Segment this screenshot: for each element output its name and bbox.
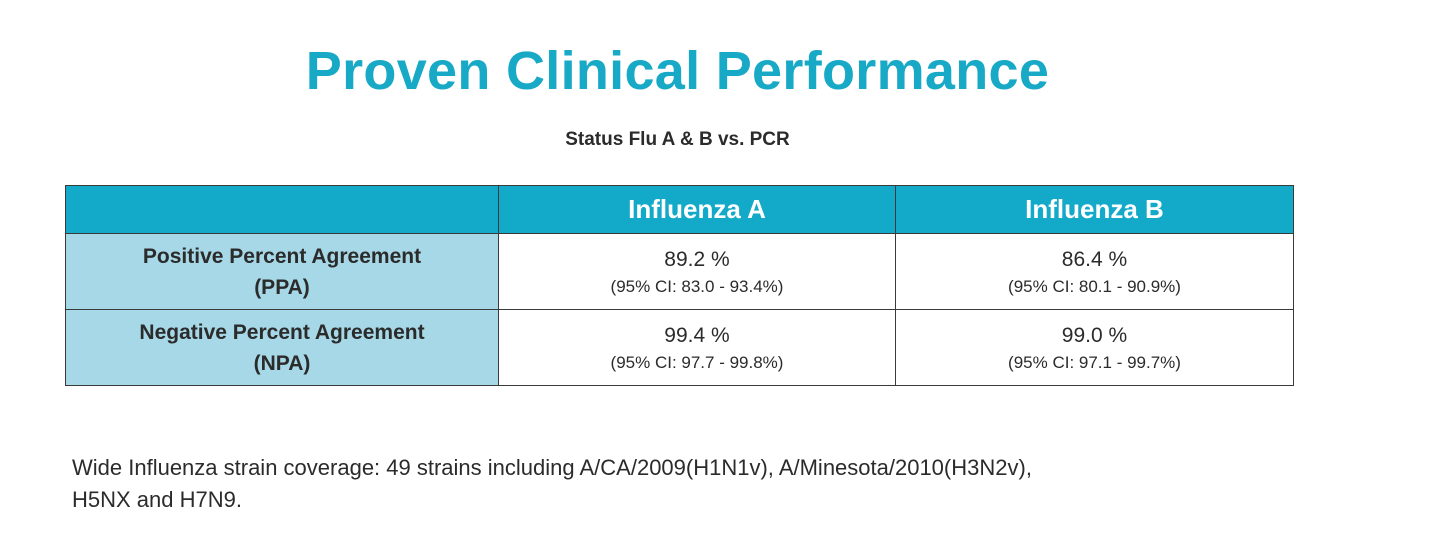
row-label-npa-line1: Negative Percent Agreement <box>139 320 425 344</box>
column-header-influenza-b: Influenza B <box>895 185 1294 234</box>
strain-coverage-line1: Wide Influenza strain coverage: 49 strai… <box>72 455 1032 480</box>
npa-influenza-b-ci: (95% CI: 97.1 - 99.7%) <box>1008 352 1181 372</box>
row-label-npa: Negative Percent Agreement (NPA) <box>65 309 499 386</box>
page-title: Proven Clinical Performance <box>305 41 1050 101</box>
strain-coverage-line2: H5NX and H7N9. <box>72 487 242 512</box>
ppa-influenza-b-value: 86.4 % <box>1061 247 1128 271</box>
cell-npa-influenza-b: 99.0 % (95% CI: 97.1 - 99.7%) <box>895 309 1294 386</box>
cell-ppa-influenza-a: 89.2 % (95% CI: 83.0 - 93.4%) <box>498 233 896 310</box>
table-subtitle: Status Flu A & B vs. PCR <box>565 129 790 150</box>
ppa-influenza-a-ci: (95% CI: 83.0 - 93.4%) <box>610 276 784 296</box>
strain-coverage-note: Wide Influenza strain coverage: 49 strai… <box>72 452 1372 516</box>
cell-npa-influenza-a: 99.4 % (95% CI: 97.7 - 99.8%) <box>498 309 896 386</box>
ppa-influenza-a-value: 89.2 % <box>664 247 730 271</box>
cell-ppa-influenza-b: 86.4 % (95% CI: 80.1 - 90.9%) <box>895 233 1294 310</box>
table-header-row: Influenza A Influenza B <box>65 185 1294 234</box>
table-corner-cell <box>65 185 499 234</box>
column-header-influenza-a: Influenza A <box>498 185 896 234</box>
row-label-ppa: Positive Percent Agreement (PPA) <box>65 233 499 310</box>
ppa-influenza-b-ci: (95% CI: 80.1 - 90.9%) <box>1008 276 1181 296</box>
row-label-npa-line2: (NPA) <box>253 351 311 375</box>
performance-table: Influenza A Influenza B Positive Percent… <box>65 185 1294 386</box>
table-row-npa: Negative Percent Agreement (NPA) 99.4 % … <box>65 309 1294 386</box>
npa-influenza-b-value: 99.0 % <box>1061 323 1128 347</box>
row-label-ppa-line1: Positive Percent Agreement <box>142 244 422 268</box>
row-label-ppa-line2: (PPA) <box>254 275 310 299</box>
npa-influenza-a-value: 99.4 % <box>664 323 730 347</box>
table-row-ppa: Positive Percent Agreement (PPA) 89.2 % … <box>65 233 1294 310</box>
npa-influenza-a-ci: (95% CI: 97.7 - 99.8%) <box>610 352 784 372</box>
